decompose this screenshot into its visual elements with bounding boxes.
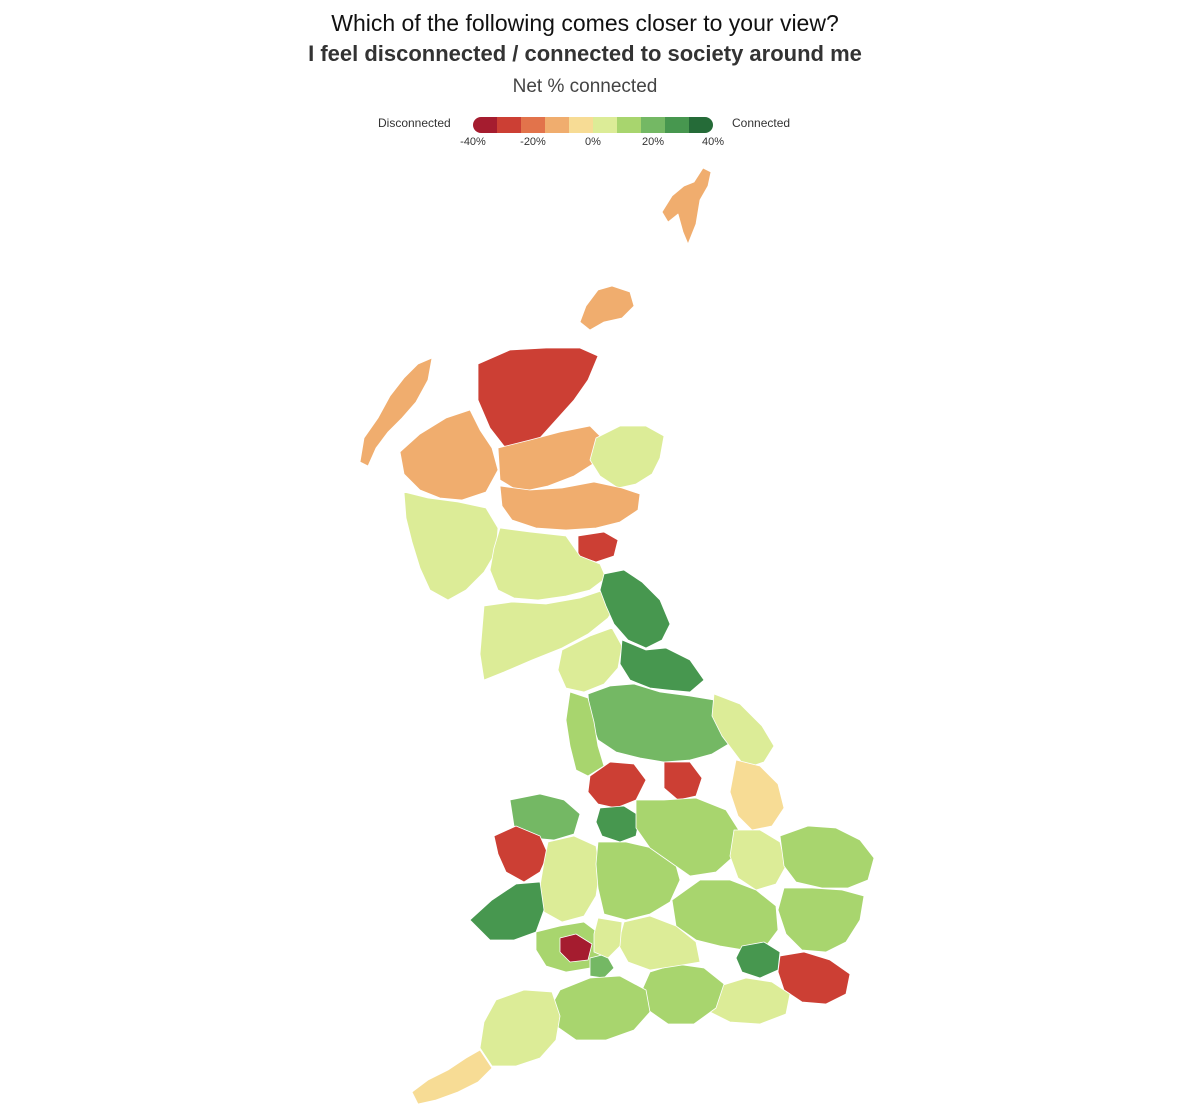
map-region-caithness-sutherland [477, 347, 599, 451]
map-region-anglesey-gwynedd [493, 825, 549, 883]
map-region-sheffield [663, 761, 703, 801]
legend-swatch [689, 117, 713, 133]
map-region-gloucestershire [593, 917, 623, 959]
chart-question: Which of the following comes closer to y… [331, 10, 839, 36]
map-region-wiltshire-oxford [617, 915, 701, 971]
map-region-somerset-dorset [549, 975, 651, 1041]
map-region-lincolnshire [729, 759, 785, 831]
legend-tick-label: -40% [460, 136, 486, 148]
map-region-hampshire [641, 963, 725, 1025]
map-region-perth-angus [499, 481, 641, 531]
map-region-devon [479, 989, 561, 1067]
map-region-london [735, 941, 781, 979]
map-region-staffordshire [595, 805, 641, 843]
map-region-cardiff [589, 953, 615, 979]
chart-statement: I feel disconnected / connected to socie… [308, 41, 862, 66]
map-region-swansea-valleys [559, 933, 593, 963]
map-region-west-wales [469, 881, 545, 941]
map-region-east-yorkshire [711, 693, 775, 769]
map-region-aberdeenshire [589, 425, 665, 489]
legend-tick-label: -20% [520, 136, 546, 148]
map-region-shetland [661, 167, 712, 245]
map-region-ross-skye [399, 409, 499, 501]
legend-swatch [521, 117, 545, 133]
legend-swatch [473, 117, 497, 133]
map-region-cumbria [557, 627, 623, 693]
legend-swatch [617, 117, 641, 133]
legend-swatch [569, 117, 593, 133]
map-region-home-counties [671, 879, 779, 951]
map-region-norfolk [779, 825, 875, 889]
map-region-cambridgeshire [729, 829, 787, 891]
map-region-southern-scotland [479, 589, 621, 681]
chart-measure: Net % connected [512, 76, 658, 97]
legend-swatch [641, 117, 665, 133]
legend-right-label: Connected [732, 116, 791, 130]
map-region-lancashire [565, 691, 605, 777]
legend-swatch [545, 117, 569, 133]
map-region-kent [777, 951, 851, 1005]
map-region-northumberland [599, 569, 671, 649]
map-region-central-belt [489, 527, 607, 601]
map-region-suffolk-essex [777, 887, 865, 953]
legend-swatch [593, 117, 617, 133]
legend-swatch [665, 117, 689, 133]
map-region-western-isles [359, 357, 433, 467]
map-region-cornwall [411, 1049, 493, 1105]
legend-swatch [497, 117, 521, 133]
map-region-durham-dales [619, 639, 705, 693]
legend-left-label: Disconnected [378, 116, 451, 130]
map-region-east-midlands [635, 797, 741, 877]
map-region-argyll-highlands [403, 491, 499, 601]
legend-tick-label: 20% [641, 136, 665, 148]
map-region-west-midlands [595, 841, 681, 921]
legend-tick-label: 0% [585, 136, 601, 148]
legend-tick-label: 40% [701, 136, 725, 148]
map-region-mid-wales [539, 835, 601, 923]
map-region-sussex [709, 977, 791, 1025]
map-region-orkney [579, 285, 635, 331]
legend-color-scale [473, 117, 713, 133]
